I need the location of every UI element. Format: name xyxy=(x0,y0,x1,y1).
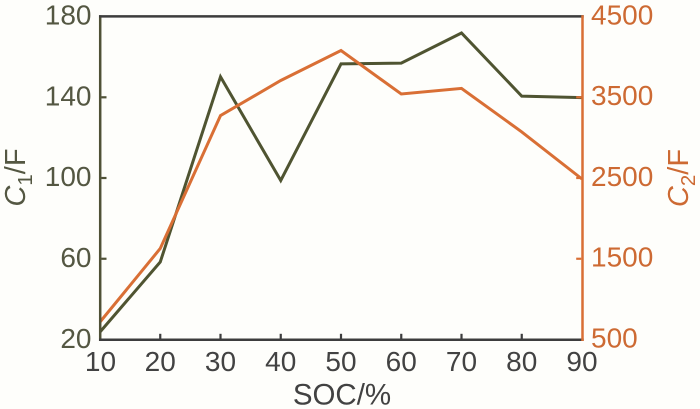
svg-text:C2/F: C2/F xyxy=(663,149,700,207)
svg-text:50: 50 xyxy=(325,346,356,377)
svg-text:70: 70 xyxy=(446,346,477,377)
svg-text:100: 100 xyxy=(45,161,92,192)
svg-text:20: 20 xyxy=(60,323,91,354)
svg-text:2500: 2500 xyxy=(591,161,653,192)
svg-text:10: 10 xyxy=(85,346,116,377)
svg-text:1500: 1500 xyxy=(591,242,653,273)
svg-text:30: 30 xyxy=(205,346,236,377)
svg-text:60: 60 xyxy=(386,346,417,377)
svg-text:40: 40 xyxy=(265,346,296,377)
svg-text:80: 80 xyxy=(506,346,537,377)
svg-text:140: 140 xyxy=(45,81,92,112)
svg-text:90: 90 xyxy=(566,346,597,377)
svg-text:180: 180 xyxy=(45,0,92,31)
svg-text:500: 500 xyxy=(591,323,638,354)
svg-text:60: 60 xyxy=(60,242,91,273)
svg-text:20: 20 xyxy=(145,346,176,377)
svg-text:4500: 4500 xyxy=(591,0,653,31)
svg-text:3500: 3500 xyxy=(591,80,653,111)
svg-text:C1/F: C1/F xyxy=(0,148,37,206)
svg-text:SOC/%: SOC/% xyxy=(293,379,391,409)
